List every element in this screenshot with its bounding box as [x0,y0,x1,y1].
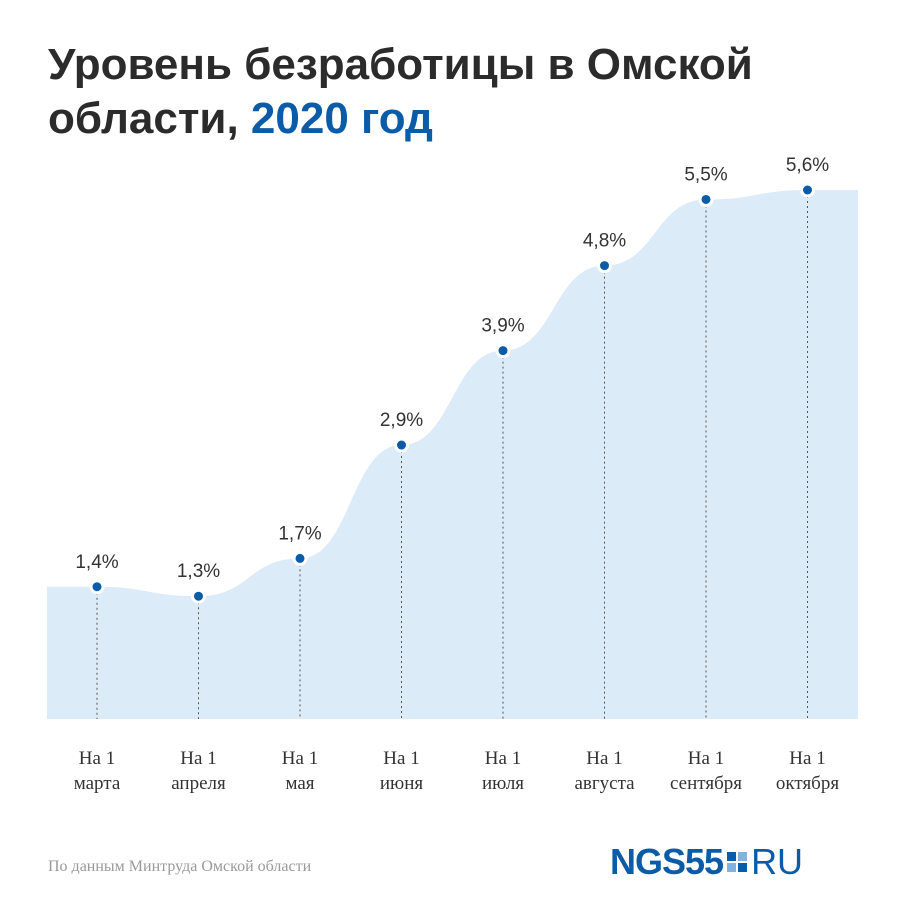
logo-squares-icon [727,852,748,872]
logo-domain: RU [751,841,804,882]
chart-title: Уровень безработицы в Омской области, 20… [48,38,878,146]
x-tick-label: июля [482,773,524,794]
data-point [89,579,105,595]
data-point [495,343,511,359]
x-tick-label: октября [776,773,839,794]
data-label: 1,3% [177,561,220,582]
data-label: 3,9% [481,316,524,337]
x-tick-label: июня [380,773,424,794]
x-tick-label: На 1 [789,748,825,769]
logo-wordmark: NGS55 [610,841,724,882]
x-tick-label: сентября [670,773,742,794]
x-tick-label: На 1 [180,748,216,769]
data-label: 4,8% [583,231,626,252]
data-point [292,550,308,566]
data-point [597,258,612,274]
chart-title-year: 2020 год [250,94,433,143]
data-point [698,191,714,207]
x-tick-label: На 1 [79,748,115,769]
source-note: По данным Минтруда Омской области [48,858,312,875]
data-label: 5,5% [684,164,727,185]
x-tick-label: апреля [171,773,226,794]
area-fill [47,190,858,719]
x-tick-label: мая [285,773,314,794]
data-point [394,437,409,453]
x-tick-label: августа [574,773,635,794]
x-tick-label: На 1 [485,748,521,769]
data-label: 5,6% [786,155,829,176]
x-tick-label: На 1 [282,748,318,769]
x-tick-label: марта [74,773,121,794]
x-tick-label: На 1 [688,748,724,769]
x-tick-label: На 1 [383,748,419,769]
chart-title-main: Уровень безработицы в Омской области, [48,40,753,143]
x-tick-label: На 1 [586,748,622,769]
data-label: 2,9% [380,410,423,431]
data-label: 1,4% [75,552,118,573]
data-point [191,588,206,604]
data-point [800,182,815,198]
ngs55-logo[interactable]: NGS55 RU [610,841,804,882]
data-label: 1,7% [278,523,321,544]
